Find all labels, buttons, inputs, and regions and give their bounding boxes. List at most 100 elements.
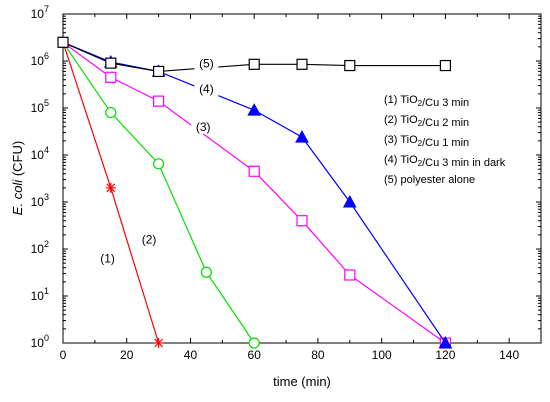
legend-subscript: 2	[418, 99, 423, 108]
y-tick-label: 107	[31, 4, 49, 21]
series-5	[62, 41, 451, 78]
data-point	[153, 65, 165, 78]
data-point	[247, 103, 262, 116]
y-tick-base: 10	[31, 54, 45, 68]
legend-item: (4) TiO2/Cu 3 min in dark	[384, 154, 506, 169]
data-point	[153, 158, 165, 170]
legend-number: (1)	[384, 94, 400, 106]
series-layer	[57, 36, 453, 349]
x-tick-label: 120	[435, 348, 455, 362]
data-point	[57, 36, 69, 48]
data-point	[344, 269, 356, 281]
x-tick-label: 20	[120, 348, 134, 362]
y-tick-base: 10	[31, 242, 45, 256]
legend-text: /Cu 3 min in dark	[422, 157, 506, 169]
legend-item: (3) TiO2/Cu 1 min	[384, 134, 469, 149]
annotation-bg	[194, 54, 219, 71]
data-point	[439, 59, 451, 72]
x-tick-label: 140	[499, 348, 519, 362]
legend-subscript: 2	[418, 139, 423, 148]
data-point	[200, 266, 212, 278]
data-point	[248, 337, 260, 349]
legend-number: (2)	[384, 114, 400, 126]
y-tick-exponent: 6	[44, 51, 49, 61]
annotation-bg	[194, 80, 219, 97]
y-tick-label: 102	[31, 239, 49, 256]
series-1	[62, 42, 164, 348]
y-axis-label: E. coli (CFU)	[10, 141, 25, 215]
series-annotation: (3)	[196, 120, 211, 134]
y-tick-base: 10	[31, 195, 45, 209]
legend-text: TiO	[400, 114, 418, 126]
y-tick-base: 10	[31, 289, 45, 303]
legend-item: (5) polyester alone	[384, 174, 475, 186]
x-axis-label: time (min)	[273, 374, 331, 389]
data-point	[105, 57, 117, 69]
legend-subscript: 2	[418, 119, 423, 128]
series-annotation: (4)	[199, 82, 214, 96]
annotation-bg	[137, 230, 162, 247]
y-tick-label: 100	[31, 333, 49, 350]
data-point	[153, 338, 164, 348]
data-point	[248, 165, 260, 177]
legend: (1) TiO2/Cu 3 min(2) TiO2/Cu 2 min(3) Ti…	[384, 94, 506, 186]
legend-text: TiO	[400, 154, 418, 166]
data-point	[248, 58, 260, 70]
y-axis-label-italic: E. coli	[10, 179, 25, 216]
y-tick-label: 105	[31, 98, 49, 115]
y-tick-exponent: 1	[44, 286, 49, 296]
data-point	[344, 59, 356, 72]
y-tick-base: 10	[31, 101, 45, 115]
y-tick-exponent: 4	[44, 145, 49, 155]
y-tick-exponent: 5	[44, 98, 49, 108]
y-tick-base: 10	[31, 148, 45, 162]
annotation-bg	[191, 117, 216, 134]
axes: 0 20 40 60 80 100 120 1401001011021031041051061…	[31, 4, 541, 362]
legend-text: /Cu 2 min	[422, 117, 469, 129]
legend-subscript: 2	[418, 159, 423, 168]
x-tick-label: 60	[248, 348, 262, 362]
y-tick-base: 10	[31, 336, 45, 350]
legend-item: (1) TiO2/Cu 3 min	[384, 94, 469, 109]
legend-text: TiO	[400, 134, 418, 146]
legend-text: /Cu 3 min	[422, 97, 469, 109]
legend-number: (5)	[384, 174, 401, 186]
data-point	[296, 58, 308, 70]
legend-text: polyester alone	[401, 174, 476, 186]
series-annotation: (1)	[100, 251, 115, 265]
y-tick-label: 106	[31, 51, 49, 68]
legend-text: TiO	[400, 94, 418, 106]
data-point	[105, 71, 117, 83]
data-point	[105, 106, 117, 119]
series-annotation: (2)	[142, 233, 157, 247]
series-annotations: (1) (2) (3) (4) (5)	[95, 54, 219, 266]
asterisk-stroke	[106, 183, 116, 193]
asterisk-stroke	[154, 338, 164, 348]
y-axis-label-unit: (CFU)	[10, 141, 25, 180]
y-tick-exponent: 2	[44, 239, 49, 249]
y-tick-exponent: 3	[44, 192, 49, 202]
series-annotation: (5)	[199, 56, 214, 70]
data-point	[296, 215, 308, 227]
x-tick-label: 100	[372, 348, 392, 362]
y-tick-exponent: 0	[44, 333, 49, 343]
y-tick-base: 10	[31, 7, 45, 21]
data-point	[295, 130, 309, 143]
data-point	[438, 335, 453, 349]
x-tick-label: 40	[184, 348, 198, 362]
x-tick-label: 0	[60, 348, 67, 362]
data-point	[105, 182, 116, 193]
y-tick-exponent: 7	[44, 4, 49, 14]
y-tick-label: 101	[31, 286, 49, 303]
y-tick-label: 103	[31, 192, 49, 209]
data-point	[153, 95, 165, 107]
legend-text: /Cu 1 min	[422, 137, 469, 149]
legend-item: (2) TiO2/Cu 2 min	[384, 114, 469, 129]
x-tick-label: 80	[311, 348, 325, 362]
annotation-bg	[95, 249, 120, 266]
series-2	[62, 41, 260, 349]
legend-number: (4)	[384, 154, 400, 166]
data-point	[342, 194, 357, 208]
y-tick-label: 104	[31, 145, 49, 162]
